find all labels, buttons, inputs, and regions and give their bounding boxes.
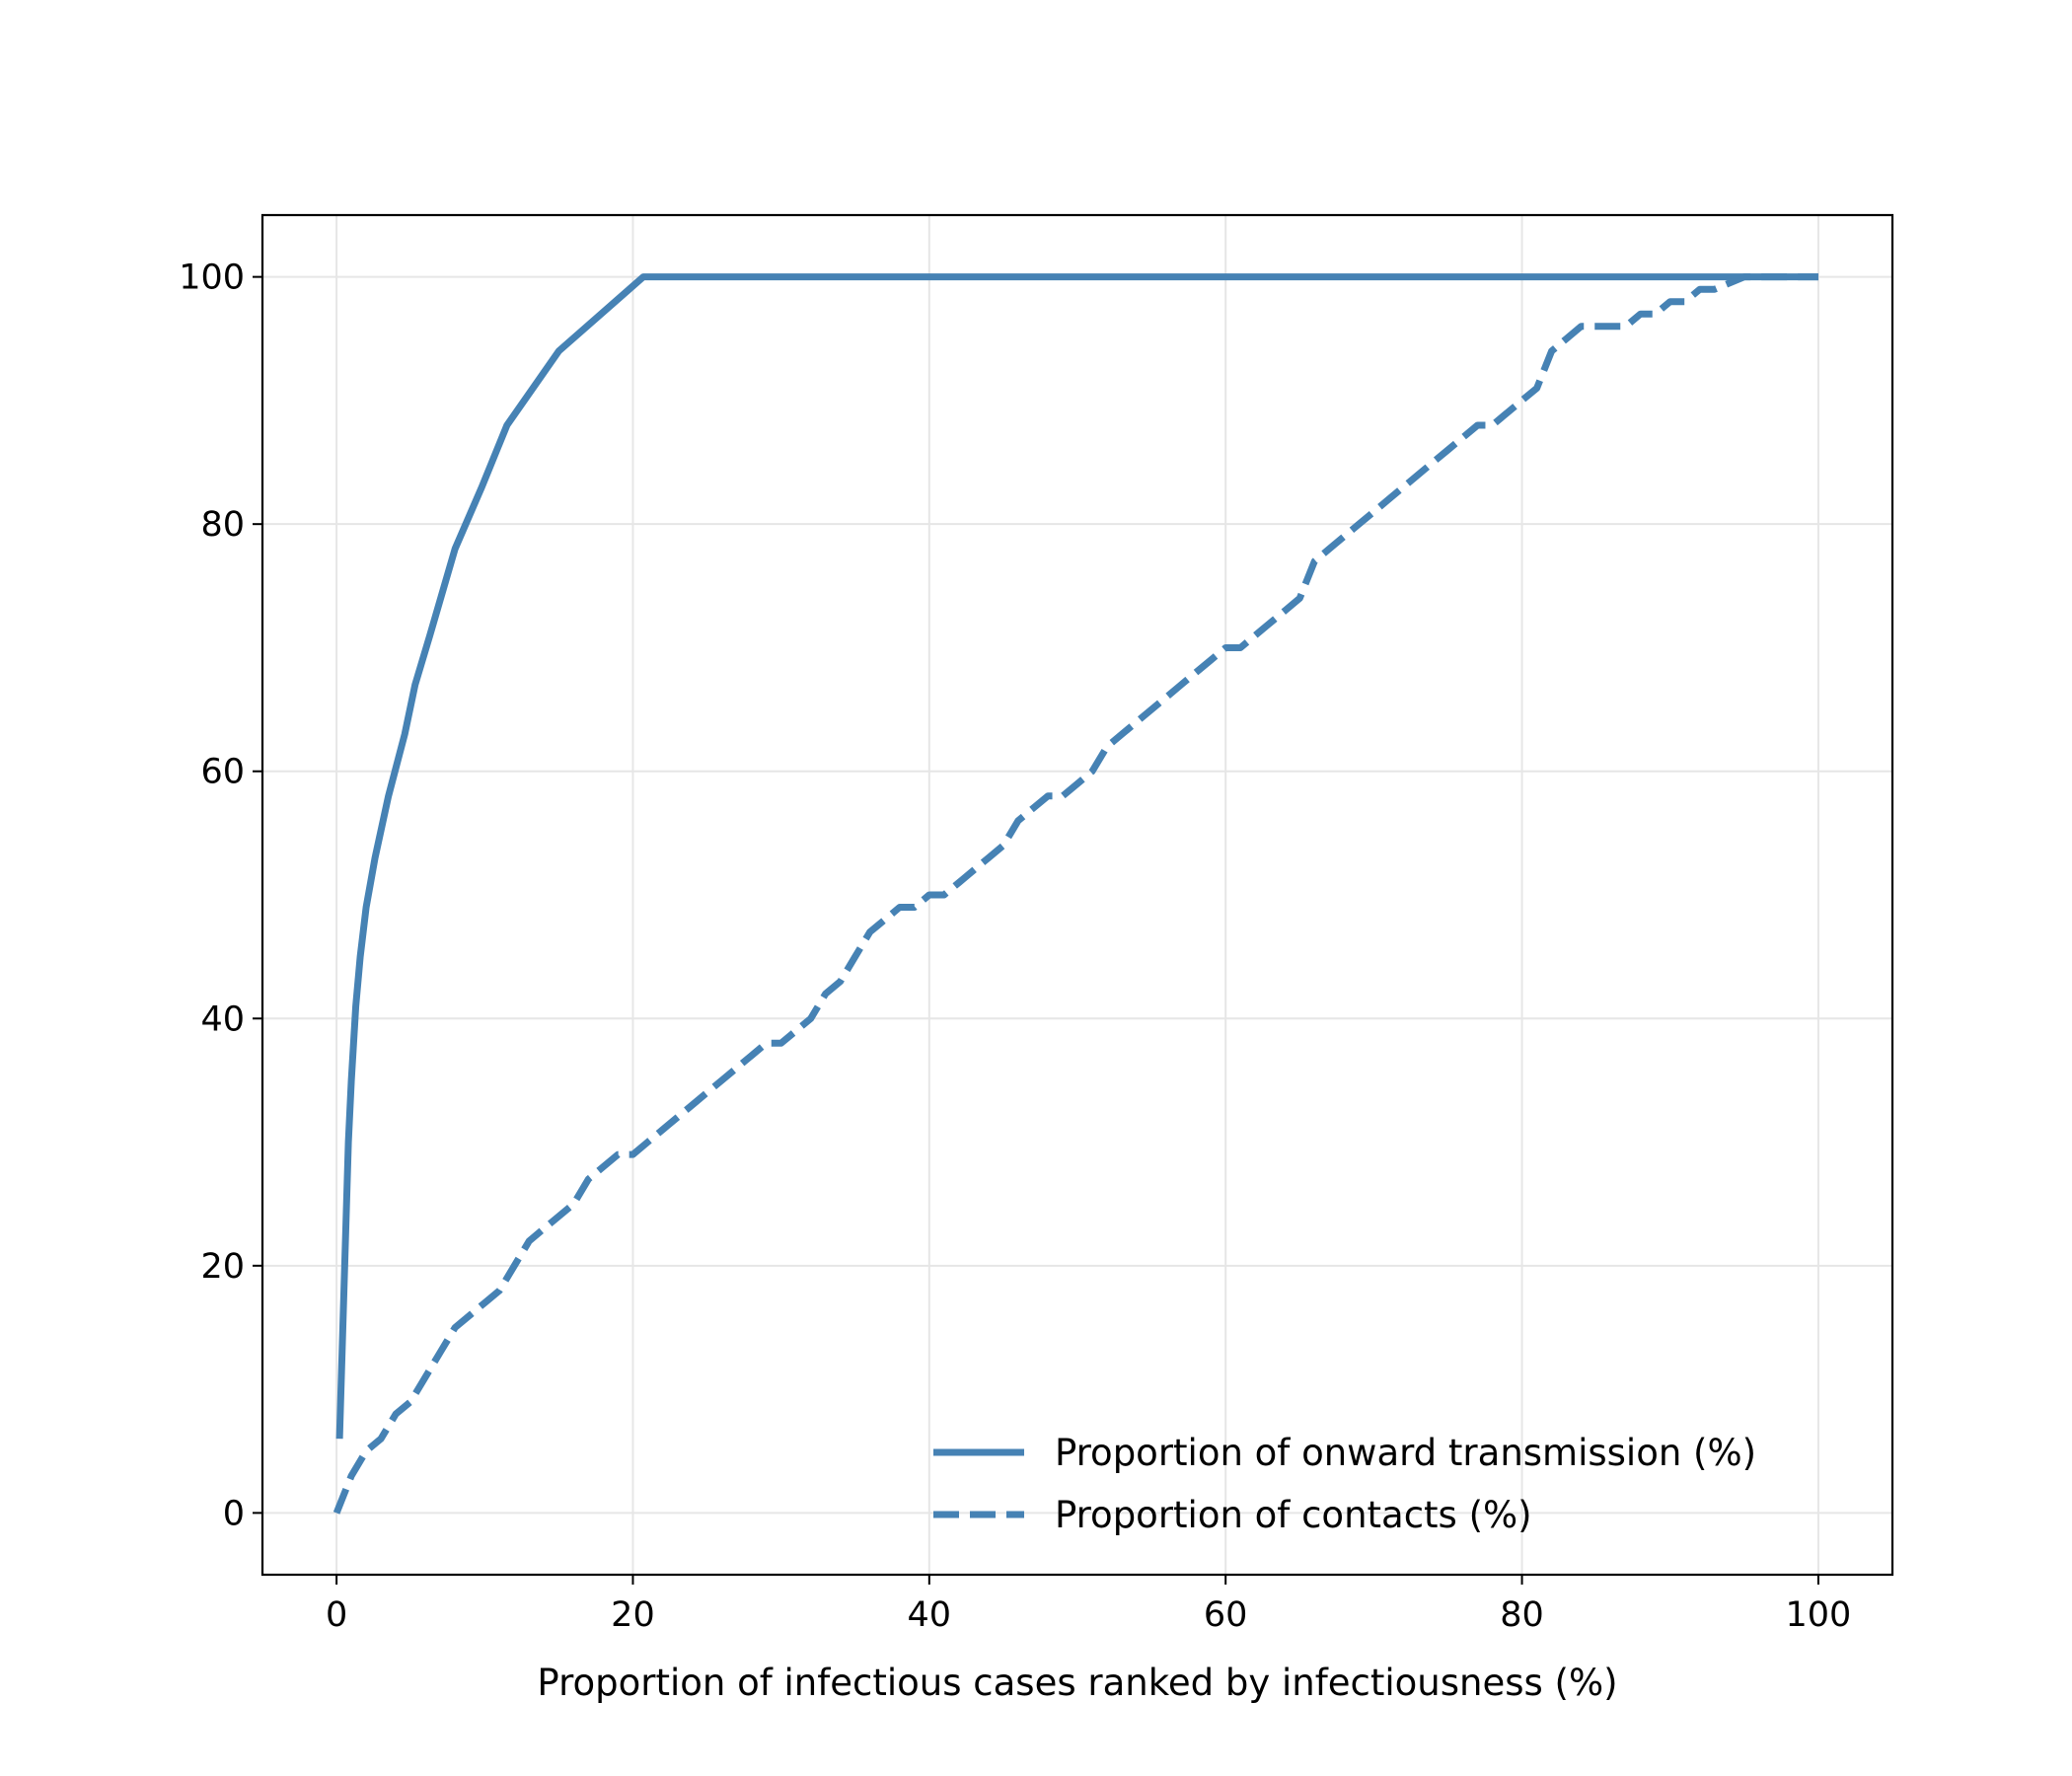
tick-layer: 0 20 40 60 80 100 0 20 40 60 80 100 [179,259,1851,1635]
grid-layer [262,215,1892,1575]
legend: Proportion of onward transmission (%) Pro… [933,1432,1756,1536]
y-tick-label: 20 [200,1247,245,1287]
y-tick-label: 100 [179,259,245,298]
contacts-series-line [333,273,1818,1515]
x-tick-label: 100 [1786,1595,1852,1635]
x-tick-label: 80 [1500,1595,1544,1635]
y-tick-label: 0 [223,1494,245,1533]
x-tick-label: 0 [326,1595,347,1635]
y-tick-label: 80 [200,505,245,545]
y-tick-label: 40 [200,999,245,1039]
x-tick-label: 20 [611,1595,655,1635]
x-tick-label: 40 [908,1595,952,1635]
plot-frame [260,213,1894,1577]
legend-label: Proportion of onward transmission (%) [1055,1432,1756,1474]
series-layer [333,273,1818,1515]
transmission-series-line [335,273,1818,1440]
y-tick-label: 60 [200,753,245,792]
legend-label: Proportion of contacts (%) [1055,1494,1532,1536]
x-tick-label: 60 [1204,1595,1248,1635]
x-axis-label: Proportion of infectious cases ranked by… [537,1662,1617,1704]
